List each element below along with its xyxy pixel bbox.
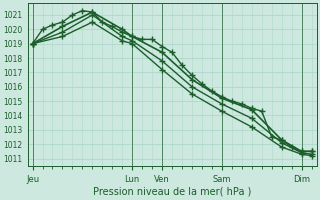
X-axis label: Pression niveau de la mer( hPa ): Pression niveau de la mer( hPa ) [93, 187, 251, 197]
